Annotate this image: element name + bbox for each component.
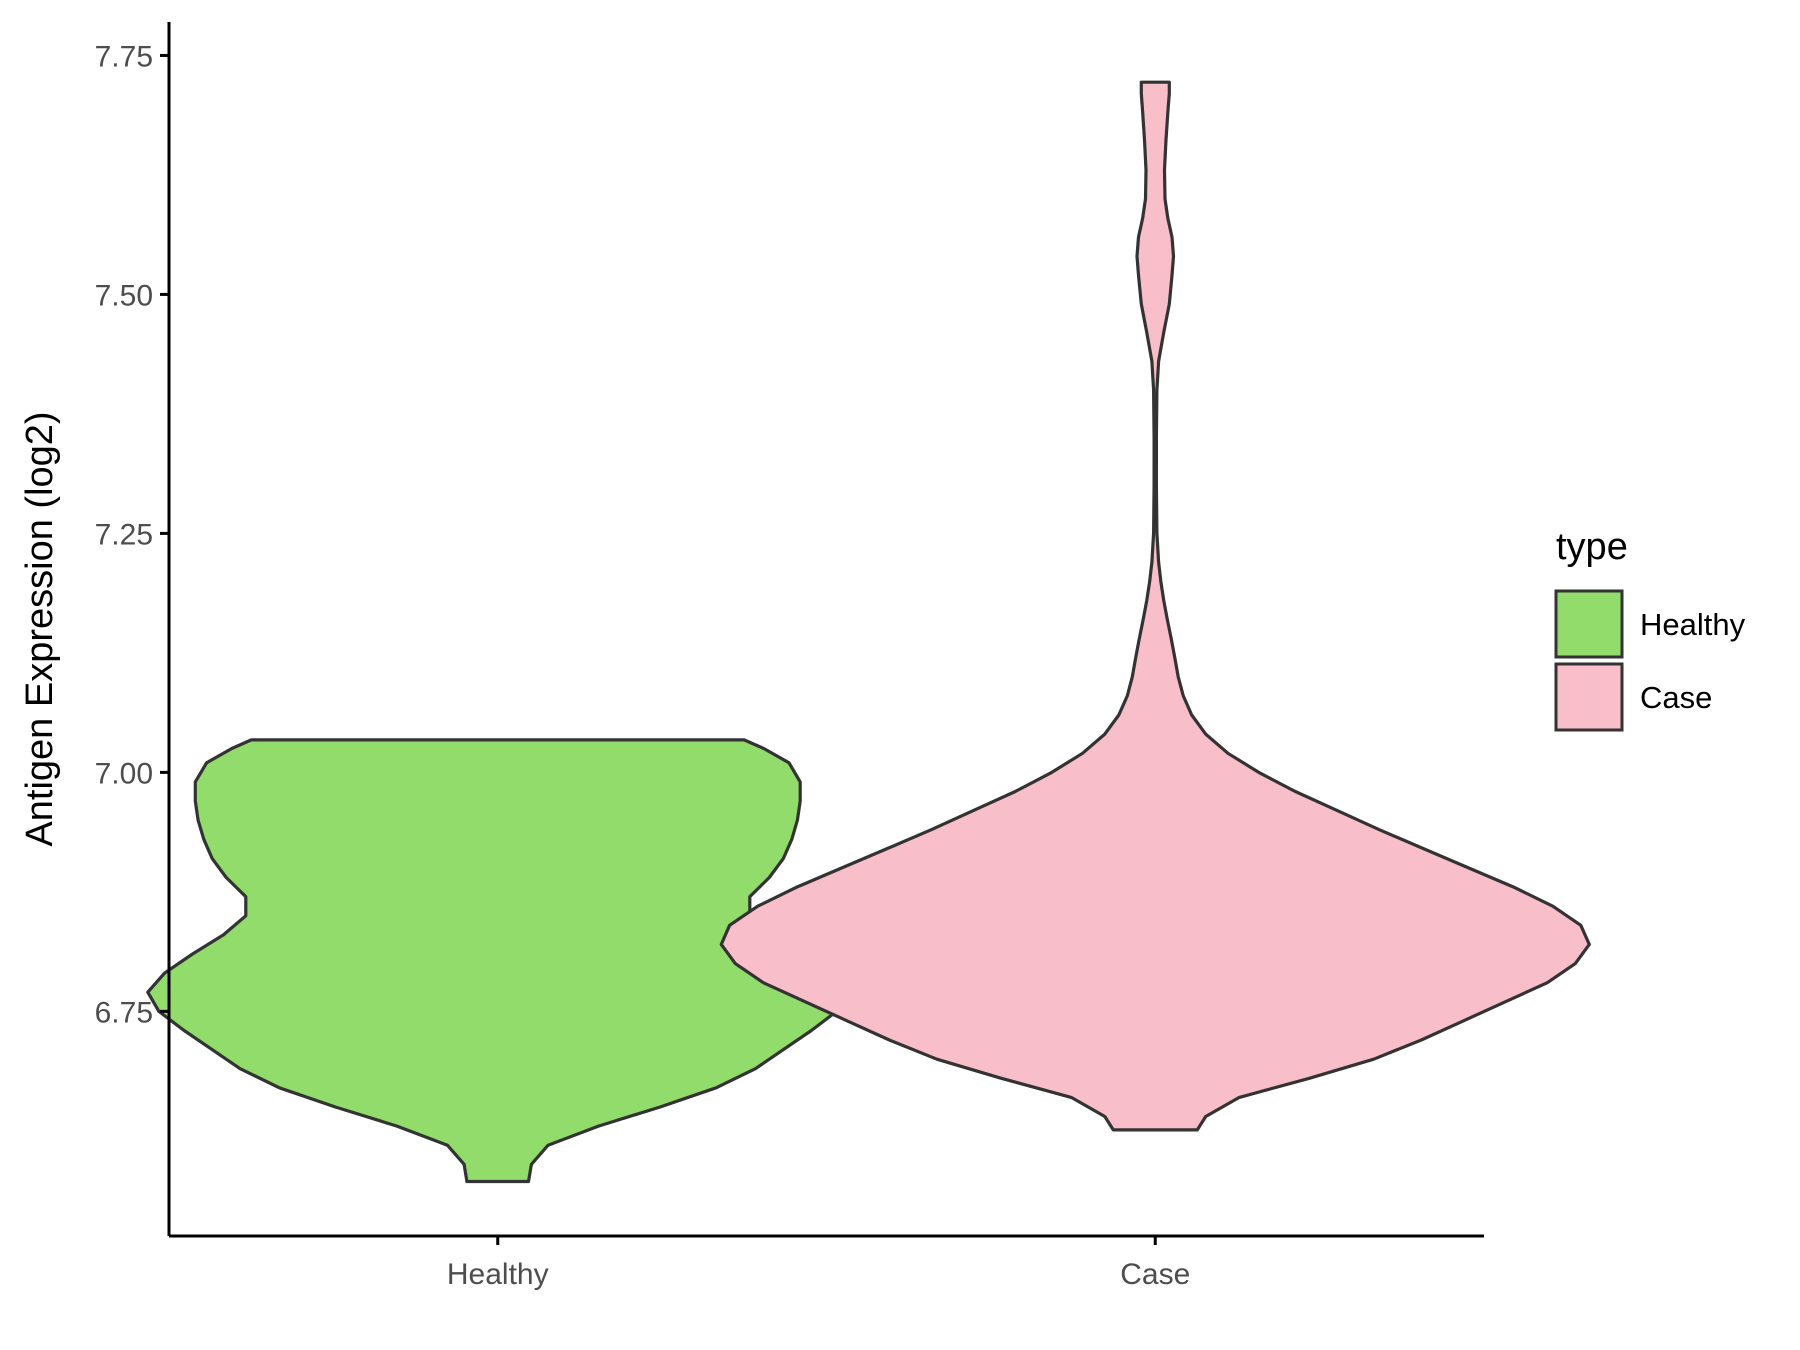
x-tick-label: Healthy [447,1258,549,1291]
y-tick-group: 6.75 7.00 7.25 7.50 7.75 [95,40,169,1029]
y-tick-label: 6.75 [95,996,153,1029]
y-tick-label: 7.50 [95,279,153,312]
legend-key-case [1554,662,1624,732]
y-tick-label: 7.25 [95,518,153,551]
violin-case [719,80,1591,1132]
y-tick-label: 7.75 [95,40,153,73]
legend-label: Healthy [1640,607,1746,642]
x-tick-group: Healthy Case [447,1236,1190,1291]
y-tick-label: 7.00 [95,757,153,790]
violin-layer [146,80,1591,1184]
legend-key-healthy [1554,589,1624,659]
legend-title: type [1556,526,1628,568]
legend-label: Case [1640,680,1712,715]
y-axis-title: Antigen Expression (log2) [19,411,61,846]
x-tick-label: Case [1120,1258,1190,1291]
violin-healthy [146,738,850,1184]
legend: type Healthy Case [1554,526,1746,732]
